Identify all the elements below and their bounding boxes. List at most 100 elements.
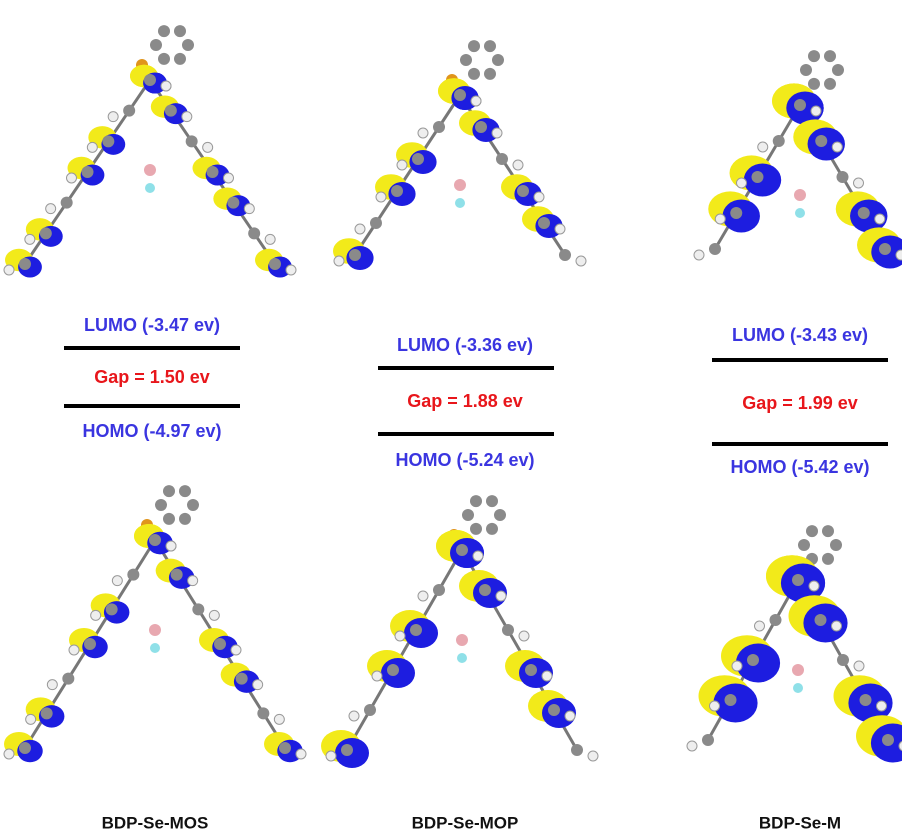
atom: [149, 534, 161, 546]
atom: [525, 664, 537, 676]
atom: [349, 711, 359, 721]
atom: [163, 485, 175, 497]
atom: [224, 173, 234, 183]
atom: [376, 192, 386, 202]
atom: [896, 250, 902, 260]
atom: [794, 99, 806, 111]
atom: [732, 661, 742, 671]
atom: [112, 576, 122, 586]
atom: [747, 654, 759, 666]
atom: [192, 603, 204, 615]
atom: [492, 54, 504, 66]
atom: [456, 634, 468, 646]
atom: [326, 751, 336, 761]
atom: [155, 499, 167, 511]
atom: [858, 207, 870, 219]
atom: [40, 227, 52, 239]
atom: [209, 610, 219, 620]
compound-name: BDP-Se-M: [759, 813, 841, 832]
atom: [460, 54, 472, 66]
atom: [519, 631, 529, 641]
atom: [555, 224, 565, 234]
atom: [456, 544, 468, 556]
atom: [710, 701, 720, 711]
atom: [174, 53, 186, 65]
atom: [588, 751, 598, 761]
atom: [758, 142, 768, 152]
atom: [46, 204, 56, 214]
homo-label: HOMO (-5.24 ev): [395, 450, 534, 470]
atom: [433, 121, 445, 133]
atom: [792, 664, 804, 676]
atom: [84, 638, 96, 650]
atom: [166, 541, 176, 551]
atom: [106, 603, 118, 615]
atom: [809, 581, 819, 591]
gap-label: Gap = 1.50 ev: [94, 367, 210, 387]
atom: [286, 265, 296, 275]
atom: [832, 64, 844, 76]
atom: [484, 68, 496, 80]
atom: [854, 661, 864, 671]
atom: [248, 227, 260, 239]
atom: [479, 584, 491, 596]
atom: [4, 749, 14, 759]
atom: [875, 214, 885, 224]
atom: [355, 224, 365, 234]
atom: [486, 523, 498, 535]
atom: [391, 185, 403, 197]
atom: [47, 680, 57, 690]
atom: [69, 645, 79, 655]
atom: [538, 217, 550, 229]
atom: [387, 664, 399, 676]
atom: [559, 249, 571, 261]
atom: [207, 166, 219, 178]
atom: [879, 243, 891, 255]
atom: [687, 741, 697, 751]
atom: [82, 166, 94, 178]
atom: [534, 192, 544, 202]
atom: [576, 256, 586, 266]
atom: [372, 671, 382, 681]
atom: [470, 495, 482, 507]
atom: [269, 258, 281, 270]
atom: [548, 704, 560, 716]
atom: [737, 178, 747, 188]
atom: [236, 673, 248, 685]
atom: [808, 78, 820, 90]
gap-label: Gap = 1.99 ev: [742, 393, 858, 413]
atom: [163, 513, 175, 525]
atom: [715, 214, 725, 224]
atom: [127, 569, 139, 581]
compound-name: BDP-Se-MOS: [102, 813, 209, 832]
atom: [203, 142, 213, 152]
atom: [4, 265, 14, 275]
atom: [542, 671, 552, 681]
atom: [150, 39, 162, 51]
atom: [832, 142, 842, 152]
atom: [798, 539, 810, 551]
atom: [571, 744, 583, 756]
gap-label: Gap = 1.88 ev: [407, 391, 523, 411]
atom: [158, 53, 170, 65]
atom: [794, 189, 806, 201]
atom: [725, 694, 737, 706]
atom: [188, 576, 198, 586]
atom: [187, 499, 199, 511]
lumo-label: LUMO (-3.47 ev): [84, 315, 220, 335]
atom: [25, 234, 35, 244]
atom: [179, 485, 191, 497]
atom: [730, 207, 742, 219]
atom: [496, 591, 506, 601]
atom: [470, 523, 482, 535]
atom: [475, 121, 487, 133]
atom: [26, 714, 36, 724]
atom: [454, 179, 466, 191]
atom: [244, 204, 254, 214]
atom: [492, 128, 502, 138]
atom: [108, 112, 118, 122]
atom: [231, 645, 241, 655]
atom: [832, 621, 842, 631]
atom: [800, 64, 812, 76]
atom: [815, 614, 827, 626]
